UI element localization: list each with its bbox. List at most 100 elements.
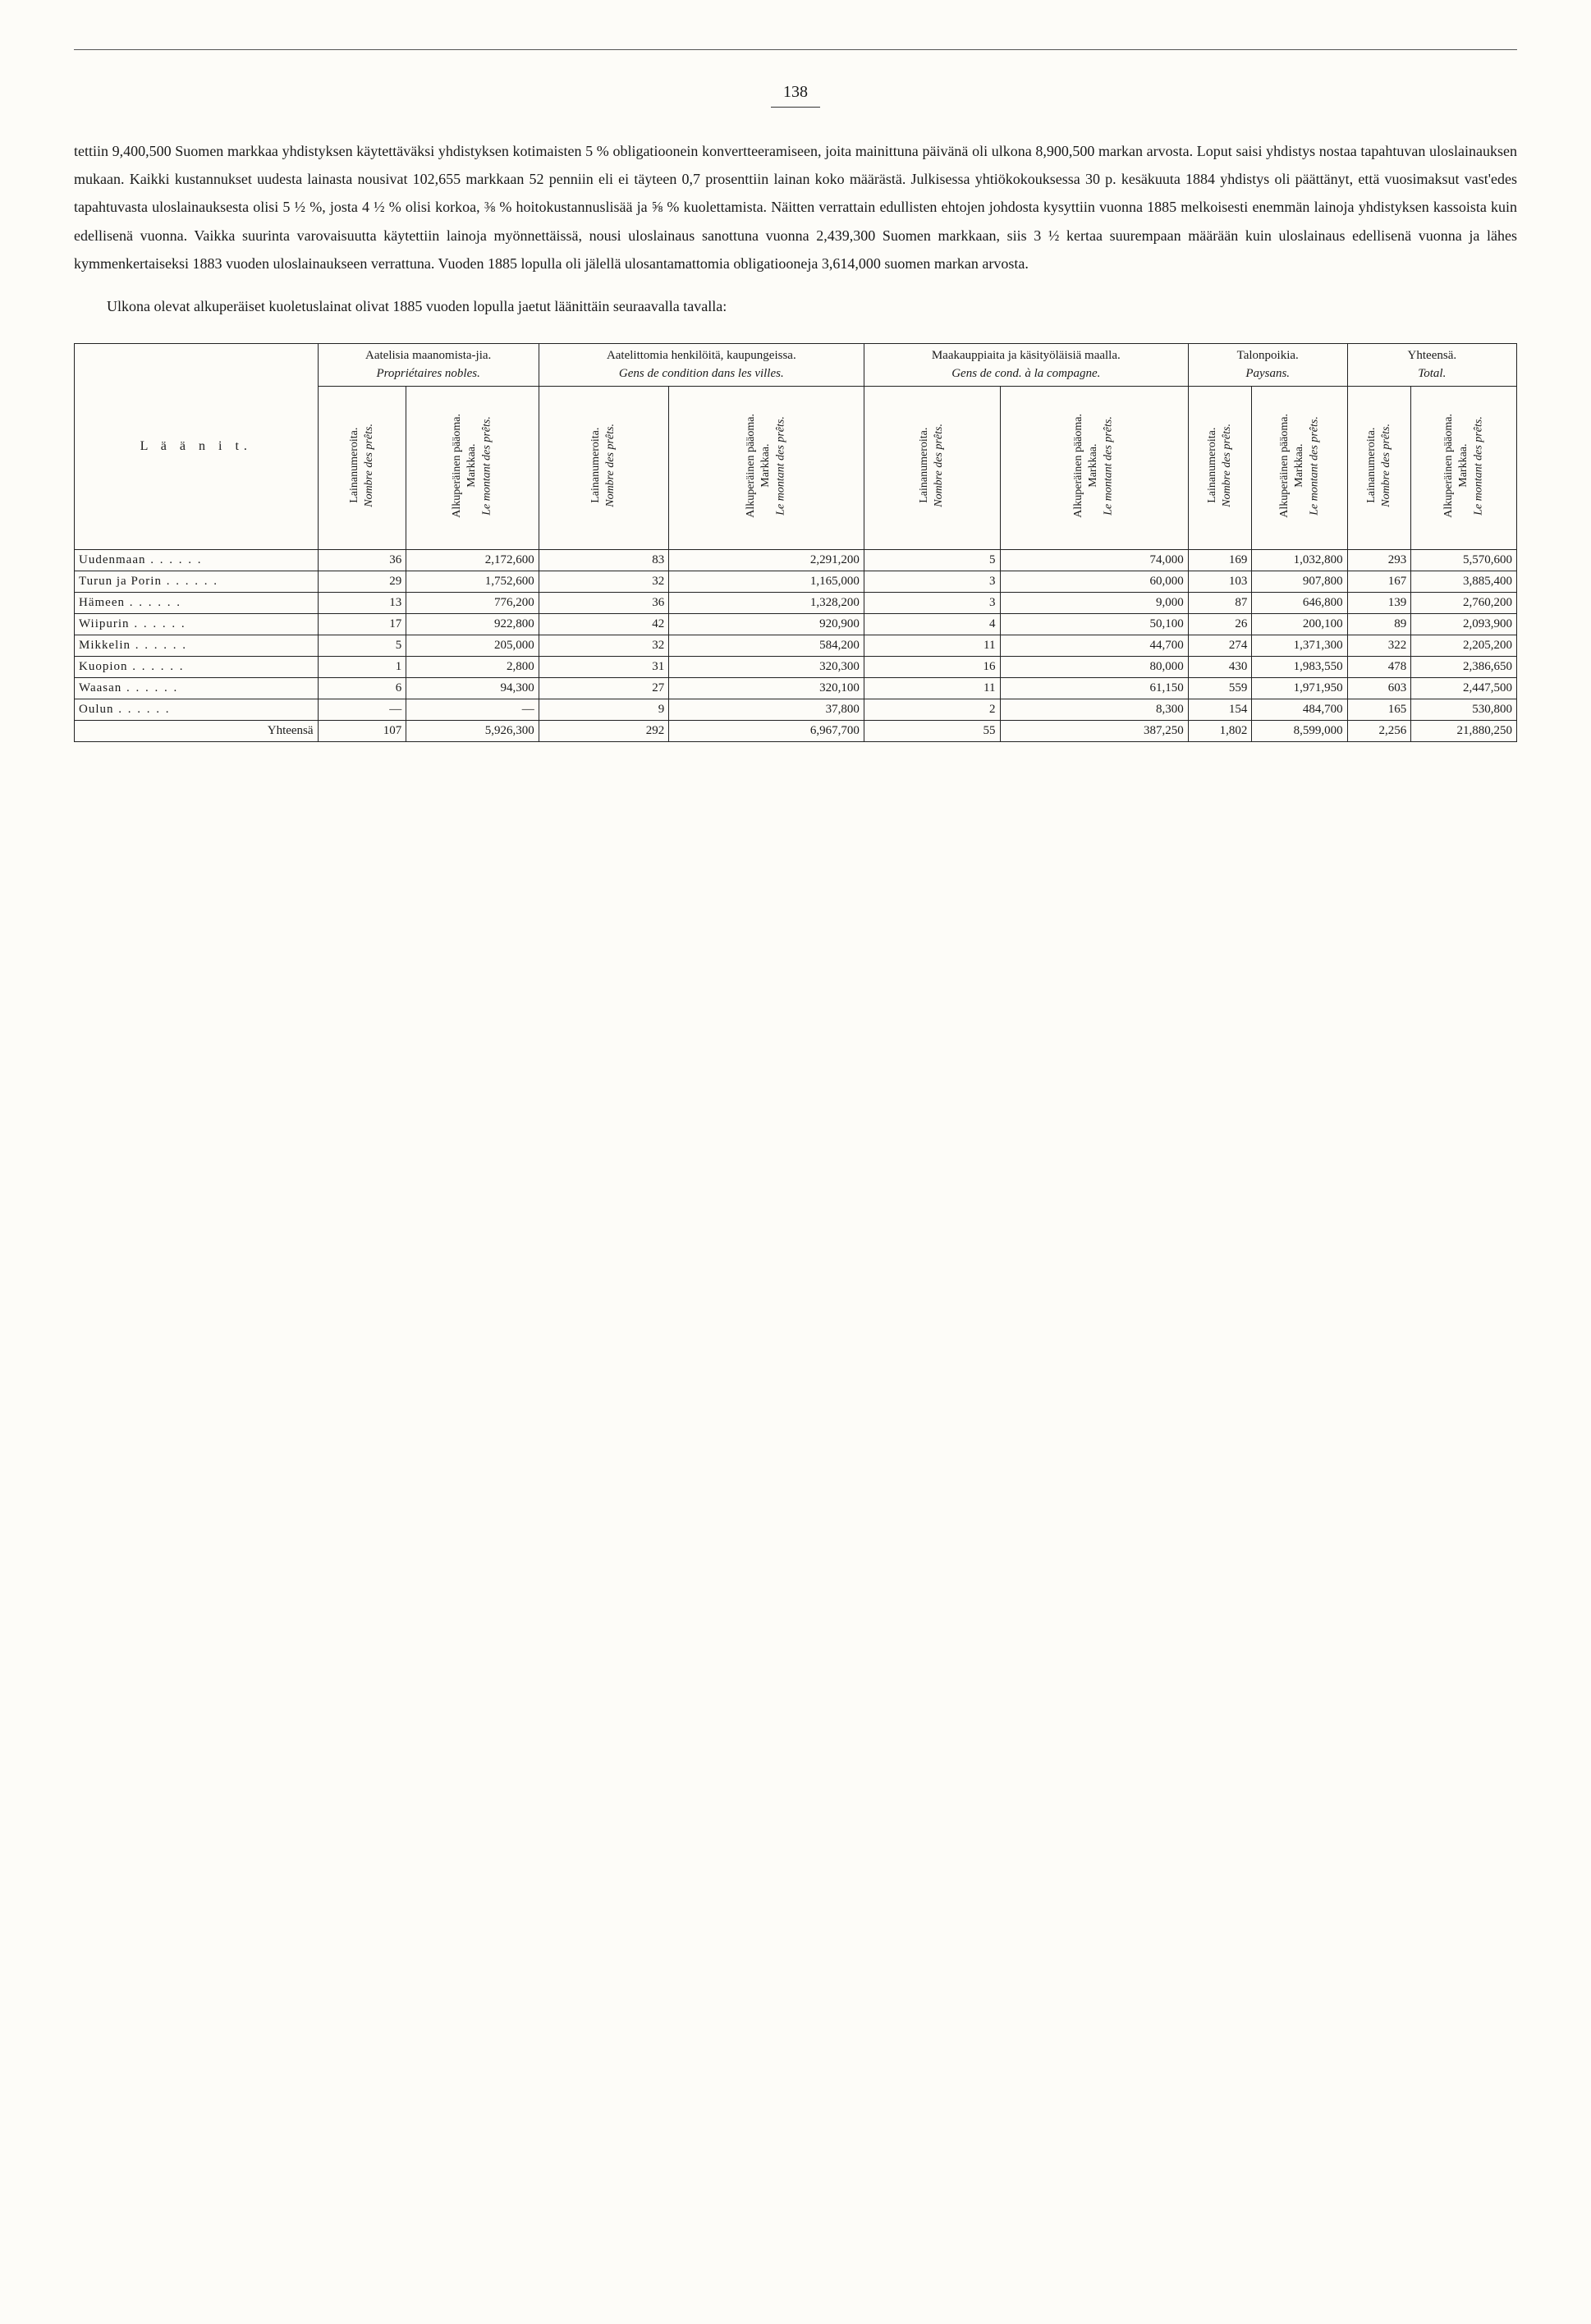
cell-value: 1,971,950 [1252,677,1347,699]
group-fi: Maakauppiaita ja käsityöläisiä maalla. [932,349,1121,362]
cell-value: 478 [1347,656,1411,677]
cell-value: 44,700 [1000,635,1188,656]
subhead-count: Lainanumeroita.Nombre des prêts. [864,386,1000,549]
province-name: Uudenmaan [75,549,319,571]
cell-value: 83 [539,549,669,571]
group-head-4: Yhteensä. Total. [1347,344,1516,387]
cell-value: 36 [318,549,406,571]
group-head-3: Talonpoikia. Paysans. [1188,344,1347,387]
cell-value: — [406,699,539,720]
totals-label: Yhteensä [75,720,319,741]
cell-value: 5 [864,549,1000,571]
cell-value: 11 [864,635,1000,656]
totals-value: 8,599,000 [1252,720,1347,741]
cell-value: 1,032,800 [1252,549,1347,571]
table-body: Uudenmaan362,172,600832,291,200574,00016… [75,549,1517,741]
cell-value: 530,800 [1411,699,1517,720]
cell-value: 1 [318,656,406,677]
cell-value: 2,447,500 [1411,677,1517,699]
subhead-count: Lainanumeroita.Nombre des prêts. [1347,386,1411,549]
cell-value: 9 [539,699,669,720]
totals-value: 6,967,700 [669,720,864,741]
subhead-count: Lainanumeroita.Nombre des prêts. [539,386,669,549]
cell-value: 167 [1347,571,1411,592]
group-fr: Propriétaires nobles. [323,365,534,382]
subhead-amount: Alkuperäinen pääoma.Markkaa.Le montant d… [406,386,539,549]
province-name: Mikkelin [75,635,319,656]
table-row: Uudenmaan362,172,600832,291,200574,00016… [75,549,1517,571]
cell-value: 559 [1188,677,1252,699]
cell-value: 920,900 [669,613,864,635]
cell-value: 320,300 [669,656,864,677]
totals-value: 5,926,300 [406,720,539,741]
province-name: Turun ja Porin [75,571,319,592]
subhead-amount: Alkuperäinen pääoma.Markkaa.Le montant d… [669,386,864,549]
cell-value: 2,386,650 [1411,656,1517,677]
cell-value: 16 [864,656,1000,677]
cell-value: 42 [539,613,669,635]
cell-value: 165 [1347,699,1411,720]
cell-value: 29 [318,571,406,592]
cell-value: 3,885,400 [1411,571,1517,592]
cell-value: 61,150 [1000,677,1188,699]
province-name: Kuopion [75,656,319,677]
cell-value: 87 [1188,592,1252,613]
cell-value: 922,800 [406,613,539,635]
cell-value: 2,800 [406,656,539,677]
table-row: Kuopion12,80031320,3001680,0004301,983,5… [75,656,1517,677]
cell-value: 60,000 [1000,571,1188,592]
table-row: Wiipurin17922,80042920,900450,10026200,1… [75,613,1517,635]
group-fr: Gens de cond. à la compagne. [869,365,1184,382]
cell-value: 2,205,200 [1411,635,1517,656]
totals-value: 292 [539,720,669,741]
paragraph-1: tettiin 9,400,500 Suomen markkaa yhdisty… [74,137,1517,277]
cell-value: 154 [1188,699,1252,720]
page-number: 138 [74,83,1517,102]
cell-value: 80,000 [1000,656,1188,677]
table-row: Hämeen13776,200361,328,20039,00087646,80… [75,592,1517,613]
cell-value: 320,100 [669,677,864,699]
subhead-amount: Alkuperäinen pääoma.Markkaa.Le montant d… [1000,386,1188,549]
province-name: Waasan [75,677,319,699]
cell-value: 200,100 [1252,613,1347,635]
table-row: Oulun——937,80028,300154484,700165530,800 [75,699,1517,720]
table-row: Turun ja Porin291,752,600321,165,000360,… [75,571,1517,592]
cell-value: 430 [1188,656,1252,677]
cell-value: 17 [318,613,406,635]
province-name: Wiipurin [75,613,319,635]
table-row: Mikkelin5205,00032584,2001144,7002741,37… [75,635,1517,656]
cell-value: 8,300 [1000,699,1188,720]
cell-value: 13 [318,592,406,613]
cell-value: 322 [1347,635,1411,656]
totals-value: 21,880,250 [1411,720,1517,741]
paragraph-2: Ulkona olevat alkuperäiset kuoletuslaina… [74,292,1517,320]
cell-value: 5,570,600 [1411,549,1517,571]
group-fr: Paysans. [1193,365,1343,382]
cell-value: 293 [1347,549,1411,571]
subhead-amount: Alkuperäinen pääoma.Markkaa.Le montant d… [1252,386,1347,549]
group-head-2: Maakauppiaita ja käsityöläisiä maalla. G… [864,344,1188,387]
group-fi: Yhteensä. [1408,349,1457,362]
cell-value: 11 [864,677,1000,699]
table-head: L ä ä n i t. Aatelisia maanomista-jia. P… [75,344,1517,550]
cell-value: 4 [864,613,1000,635]
cell-value: 2,172,600 [406,549,539,571]
page-number-rule [771,107,820,108]
cell-value: 37,800 [669,699,864,720]
group-fr: Total. [1352,365,1512,382]
cell-value: 74,000 [1000,549,1188,571]
group-fi: Aatelittomia henkilöitä, kaupungeissa. [607,349,796,362]
group-fr: Gens de condition dans les villes. [543,365,860,382]
cell-value: 584,200 [669,635,864,656]
cell-value: 5 [318,635,406,656]
province-name: Oulun [75,699,319,720]
cell-value: 6 [318,677,406,699]
cell-value: 646,800 [1252,592,1347,613]
cell-value: 907,800 [1252,571,1347,592]
group-fi: Talonpoikia. [1237,349,1299,362]
group-head-1: Aatelittomia henkilöitä, kaupungeissa. G… [539,344,864,387]
loans-by-province-table: L ä ä n i t. Aatelisia maanomista-jia. P… [74,343,1517,742]
cell-value: 89 [1347,613,1411,635]
province-name: Hämeen [75,592,319,613]
cell-value: 484,700 [1252,699,1347,720]
